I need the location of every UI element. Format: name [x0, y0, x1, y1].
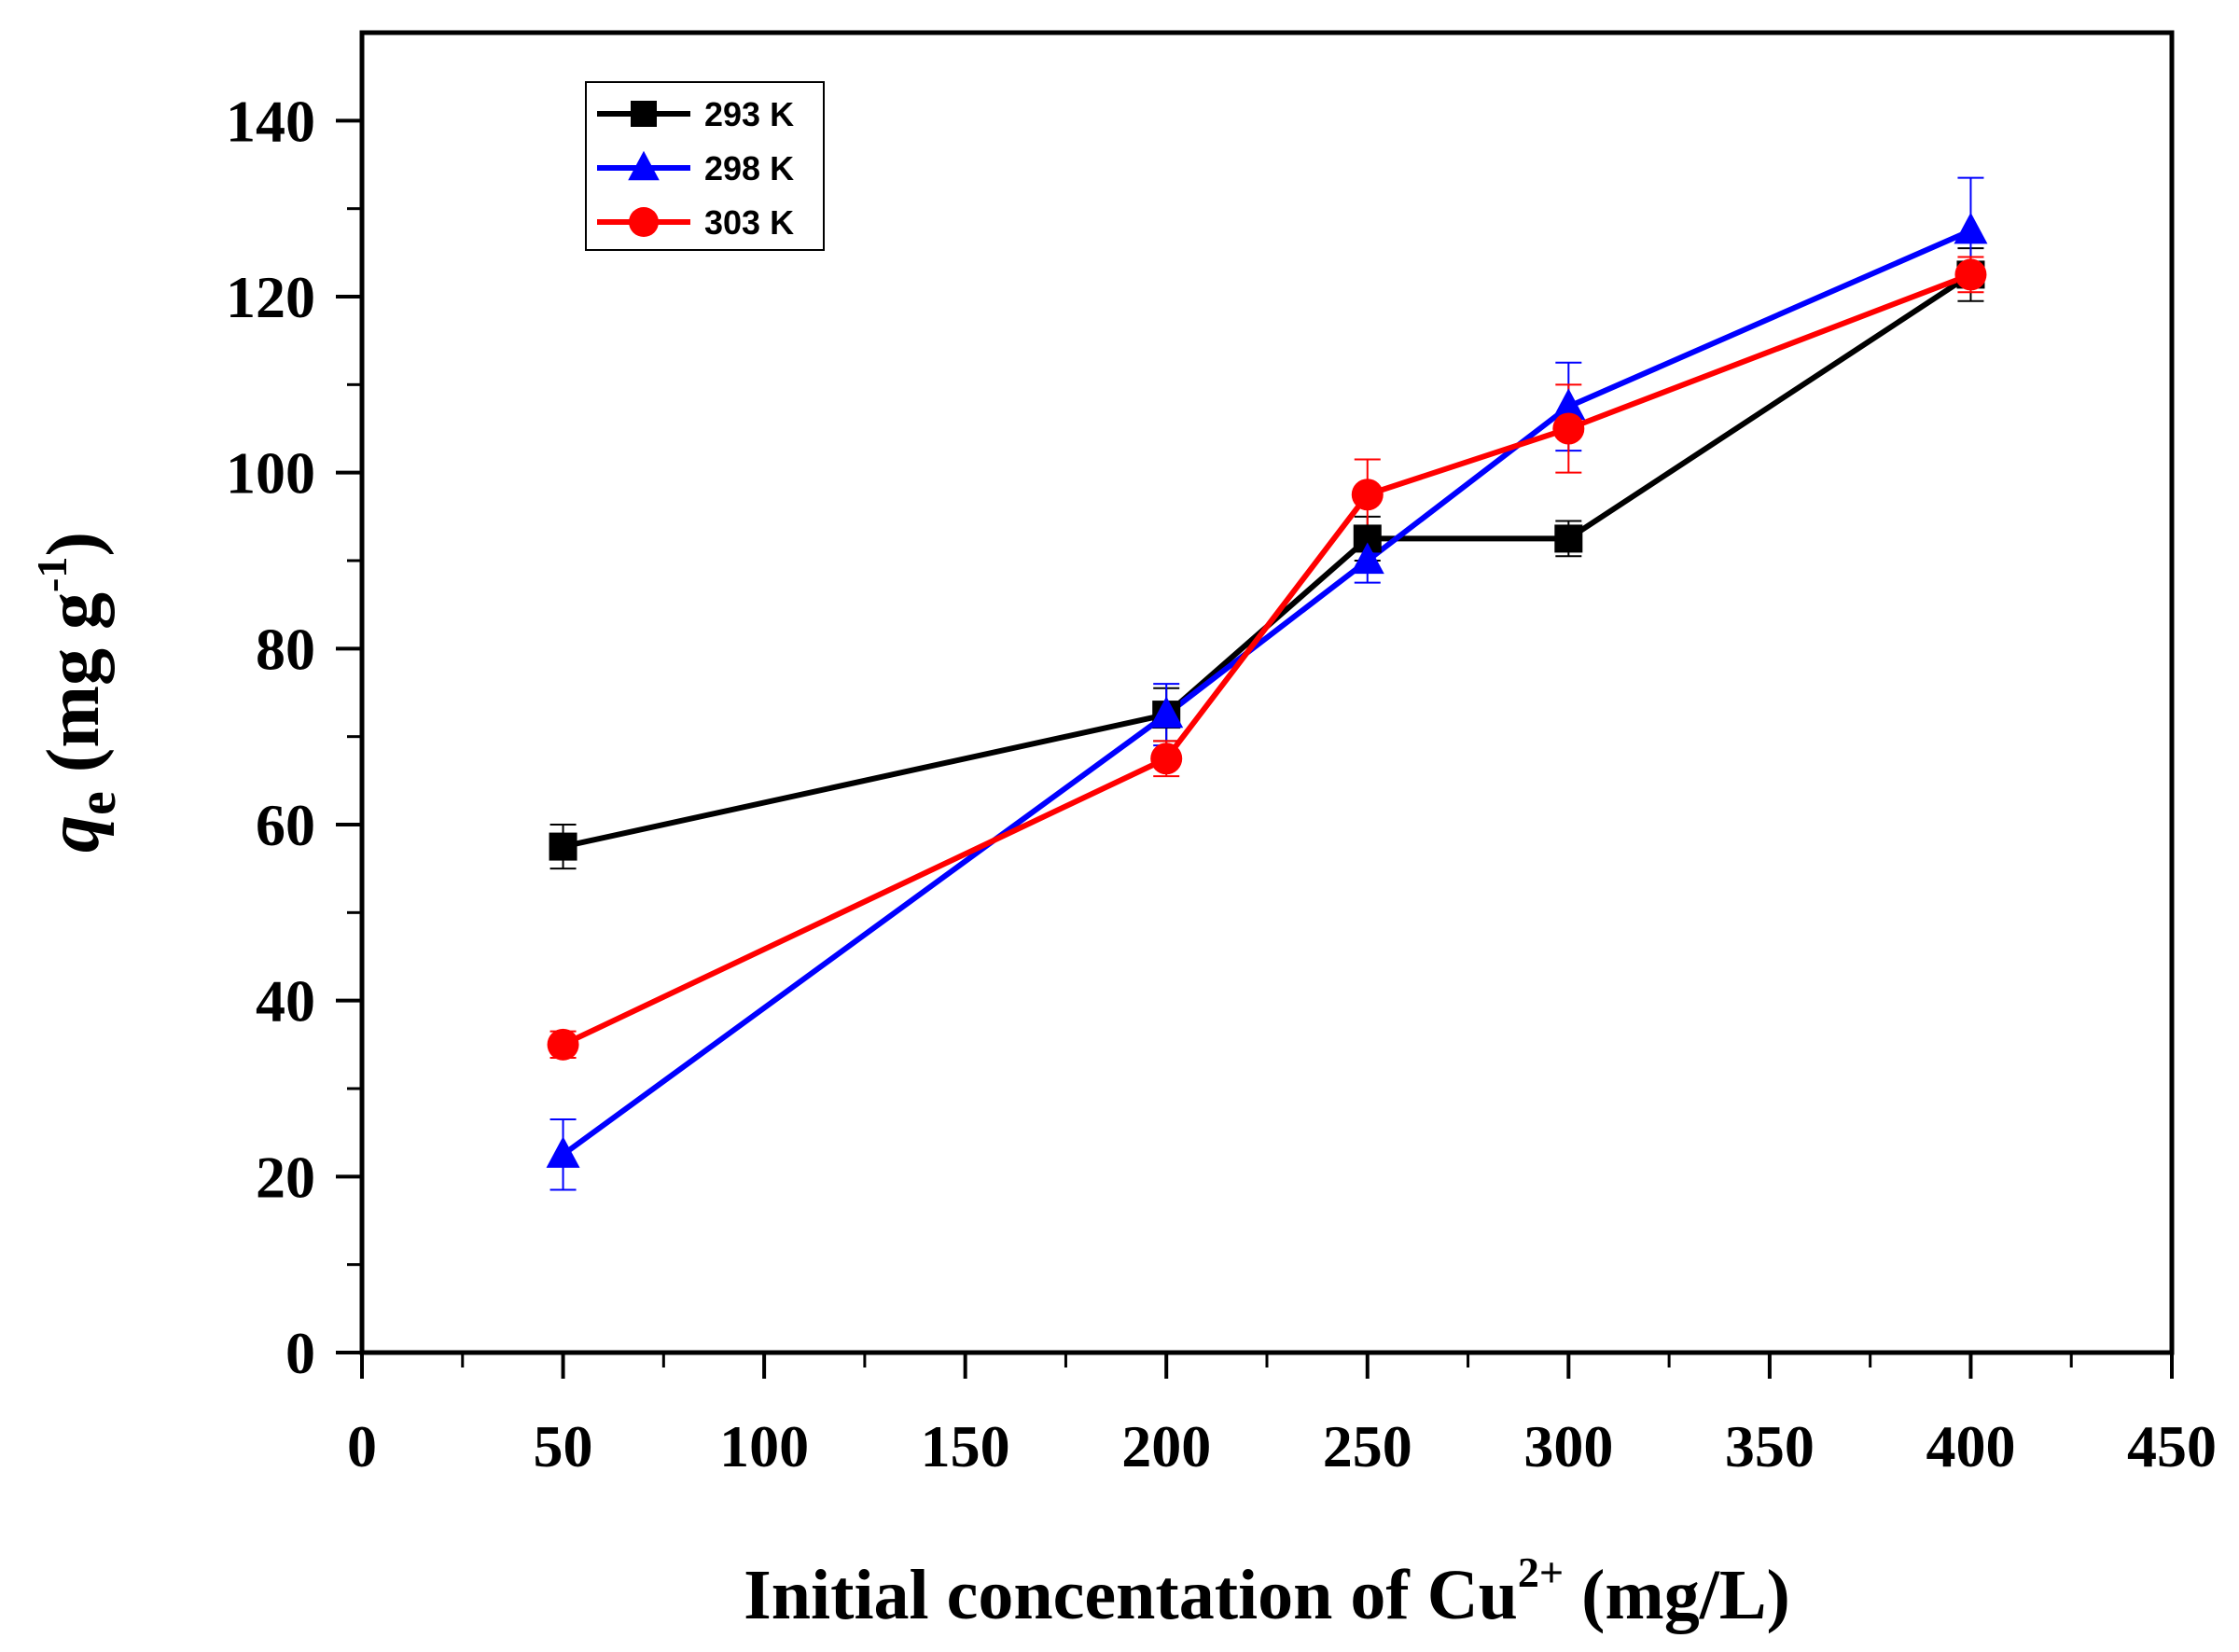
y-tick-label: 140 [226, 88, 315, 154]
series-line-293-k [562, 271, 1973, 850]
legend-marker [628, 150, 660, 181]
error-bars [549, 176, 1984, 1191]
legend-items: 293 K 298 K 303 K [597, 95, 794, 242]
series-line-303-k [562, 271, 1972, 1048]
point-293-k [549, 832, 577, 861]
point-298-k [1954, 212, 1988, 244]
legend-marker [631, 101, 657, 127]
y-axis-title-subscript: e [66, 791, 127, 815]
point-298-k [1551, 388, 1586, 421]
legend-label: 298 K [704, 149, 794, 187]
x-axis-title-superscript: 2+ [1518, 1548, 1564, 1596]
x-tick-label: 400 [1926, 1413, 2015, 1479]
legend-item-293-k: 293 K [597, 95, 794, 133]
series-markers [546, 212, 1988, 1168]
y-axis-title-unit-suffix: ) [33, 532, 115, 557]
point-303-k [1150, 743, 1183, 775]
x-tick-label: 300 [1523, 1413, 1613, 1479]
x-tick-label: 450 [2127, 1413, 2217, 1479]
x-tick-labels: 0 50 100 150 200 250 300 350 400 450 [347, 1413, 2217, 1479]
point-298-k [546, 1136, 580, 1168]
x-tick-label: 350 [1725, 1413, 1815, 1479]
series-lines [561, 228, 1973, 1158]
legend-item-298-k: 298 K [597, 149, 794, 187]
point-298-k [1350, 542, 1384, 575]
x-tick-label: 50 [534, 1413, 593, 1479]
x-axis-title: Initial concentation of Cu2+ (mg/L) [744, 1548, 1790, 1634]
point-298-k [1149, 696, 1184, 729]
legend-marker [629, 207, 659, 237]
y-tick-label: 80 [256, 616, 315, 682]
point-303-k [1351, 479, 1384, 511]
point-293-k [1554, 524, 1583, 553]
x-tick-label: 250 [1323, 1413, 1412, 1479]
y-tick-label: 20 [256, 1144, 315, 1210]
legend-label: 293 K [704, 95, 794, 133]
legend-label: 303 K [704, 203, 794, 242]
y-axis-title: qe (mg g-1) [28, 532, 127, 853]
legend-item-303-k: 303 K [597, 203, 794, 242]
x-tick-label: 200 [1121, 1413, 1211, 1479]
series-line-298-k [561, 228, 1972, 1158]
y-tick-label: 0 [285, 1320, 315, 1386]
point-303-k [1954, 258, 1987, 291]
x-tick-label: 150 [921, 1413, 1010, 1479]
point-303-k [547, 1028, 579, 1061]
axis-ticks [336, 118, 2174, 1379]
y-axis-title-unit-superscript: -1 [28, 557, 76, 592]
x-tick-label: 0 [347, 1413, 377, 1479]
y-tick-label: 100 [226, 440, 315, 507]
x-axis-title-suffix: (mg/L) [1564, 1556, 1790, 1634]
y-tick-label: 120 [226, 264, 315, 330]
y-tick-label: 40 [256, 968, 315, 1034]
x-tick-label: 100 [719, 1413, 809, 1479]
point-303-k [1552, 412, 1585, 445]
x-axis-title-main: Initial concentation of Cu [744, 1556, 1518, 1634]
y-tick-labels: 0 20 40 60 80 100 120 140 [226, 88, 315, 1386]
y-tick-label: 60 [256, 792, 315, 858]
legend: 293 K 298 K 303 K [585, 81, 825, 251]
y-axis-title-symbol: q [33, 815, 115, 853]
y-axis-title-unit: (mg g [33, 592, 115, 791]
